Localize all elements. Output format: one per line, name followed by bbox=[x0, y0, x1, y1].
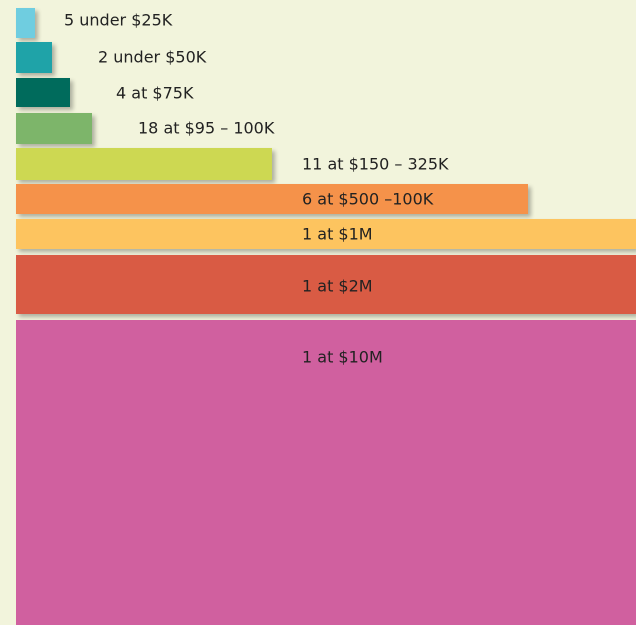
bar bbox=[16, 320, 636, 625]
label: 2 under $50K bbox=[98, 48, 207, 67]
label: 1 at $2M bbox=[302, 277, 373, 296]
label: 18 at $95 – 100K bbox=[138, 119, 275, 138]
bar bbox=[16, 8, 35, 38]
label: 11 at $150 – 325K bbox=[302, 155, 449, 174]
bar bbox=[16, 219, 636, 249]
bar bbox=[16, 148, 272, 180]
label: 6 at $500 –100K bbox=[302, 190, 434, 209]
label: 5 under $25K bbox=[64, 11, 173, 30]
label: 1 at $1M bbox=[302, 225, 373, 244]
bar bbox=[16, 78, 70, 107]
label: 4 at $75K bbox=[116, 84, 194, 103]
bar bbox=[16, 184, 528, 214]
bar bbox=[16, 42, 52, 73]
bar bbox=[16, 255, 636, 314]
label: 1 at $10M bbox=[302, 348, 383, 367]
bar bbox=[16, 113, 92, 144]
